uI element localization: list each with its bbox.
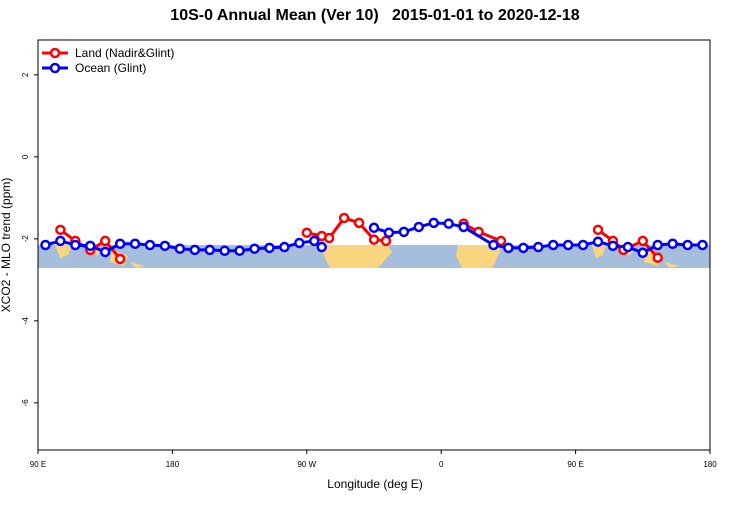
legend-label: Ocean (Glint) — [75, 61, 146, 75]
point — [309, 235, 320, 247]
point — [338, 212, 350, 224]
x-tick-label: 90 W — [297, 460, 316, 469]
y-tick-label: 2 — [21, 72, 30, 77]
y-axis-label: XCO2 - MLO trend (ppm) — [0, 178, 13, 313]
point — [577, 239, 589, 251]
point — [368, 234, 380, 245]
point — [114, 253, 126, 265]
point — [488, 239, 499, 251]
point — [667, 238, 678, 250]
x-tick-label: 180 — [166, 460, 180, 469]
y-tick-label: -6 — [21, 399, 30, 407]
point — [99, 246, 111, 258]
point — [204, 244, 215, 256]
x-tick-label: 90 E — [30, 460, 46, 469]
point — [144, 239, 156, 251]
point — [443, 218, 454, 229]
x-tick-label: 90 E — [567, 460, 583, 469]
point — [219, 245, 230, 256]
chart-title: 10S-0 Annual Mean (Ver 10) 2015-01-01 to… — [170, 7, 579, 24]
point — [383, 227, 395, 238]
legend-marker — [49, 62, 61, 74]
point — [264, 242, 275, 254]
land-map — [320, 245, 392, 268]
x-axis-label: Longitude (deg E) — [327, 477, 422, 491]
point — [547, 239, 559, 251]
legend-marker — [49, 47, 61, 59]
x-tick-label: 180 — [703, 460, 717, 469]
point — [637, 247, 649, 259]
point — [174, 243, 186, 254]
point — [55, 235, 66, 247]
point — [428, 217, 439, 229]
point — [697, 239, 708, 251]
point — [114, 238, 126, 250]
point — [55, 224, 66, 236]
x-tick-label: 0 — [439, 460, 444, 469]
point — [85, 240, 96, 252]
point — [234, 245, 245, 256]
y-tick-label: -4 — [21, 317, 30, 325]
point — [353, 217, 365, 229]
point — [458, 221, 469, 233]
point — [622, 241, 634, 253]
point — [503, 242, 514, 254]
point — [562, 239, 574, 251]
point — [652, 239, 663, 251]
y-tick-label: 0 — [21, 154, 30, 159]
point — [368, 222, 380, 234]
point — [413, 221, 425, 233]
point — [301, 227, 313, 238]
point — [592, 224, 604, 236]
point — [40, 239, 51, 251]
point — [398, 226, 410, 238]
point — [495, 235, 507, 247]
point — [637, 235, 649, 247]
point — [129, 238, 141, 250]
point — [518, 242, 529, 254]
point — [592, 236, 604, 247]
point — [323, 232, 335, 244]
point — [607, 240, 619, 252]
point — [159, 240, 171, 252]
point — [249, 243, 260, 254]
series — [40, 217, 708, 259]
point — [294, 237, 305, 249]
plot-frame — [37, 39, 711, 451]
point — [533, 241, 544, 253]
point — [99, 235, 111, 247]
point — [682, 239, 693, 251]
point — [279, 241, 290, 253]
point — [316, 241, 327, 253]
legend-label: Land (Nadir&Glint) — [75, 46, 174, 60]
point — [380, 235, 392, 247]
point — [189, 244, 201, 256]
point — [70, 239, 81, 251]
point — [652, 252, 663, 263]
y-tick-label: -2 — [21, 235, 30, 243]
land-map — [456, 245, 502, 268]
